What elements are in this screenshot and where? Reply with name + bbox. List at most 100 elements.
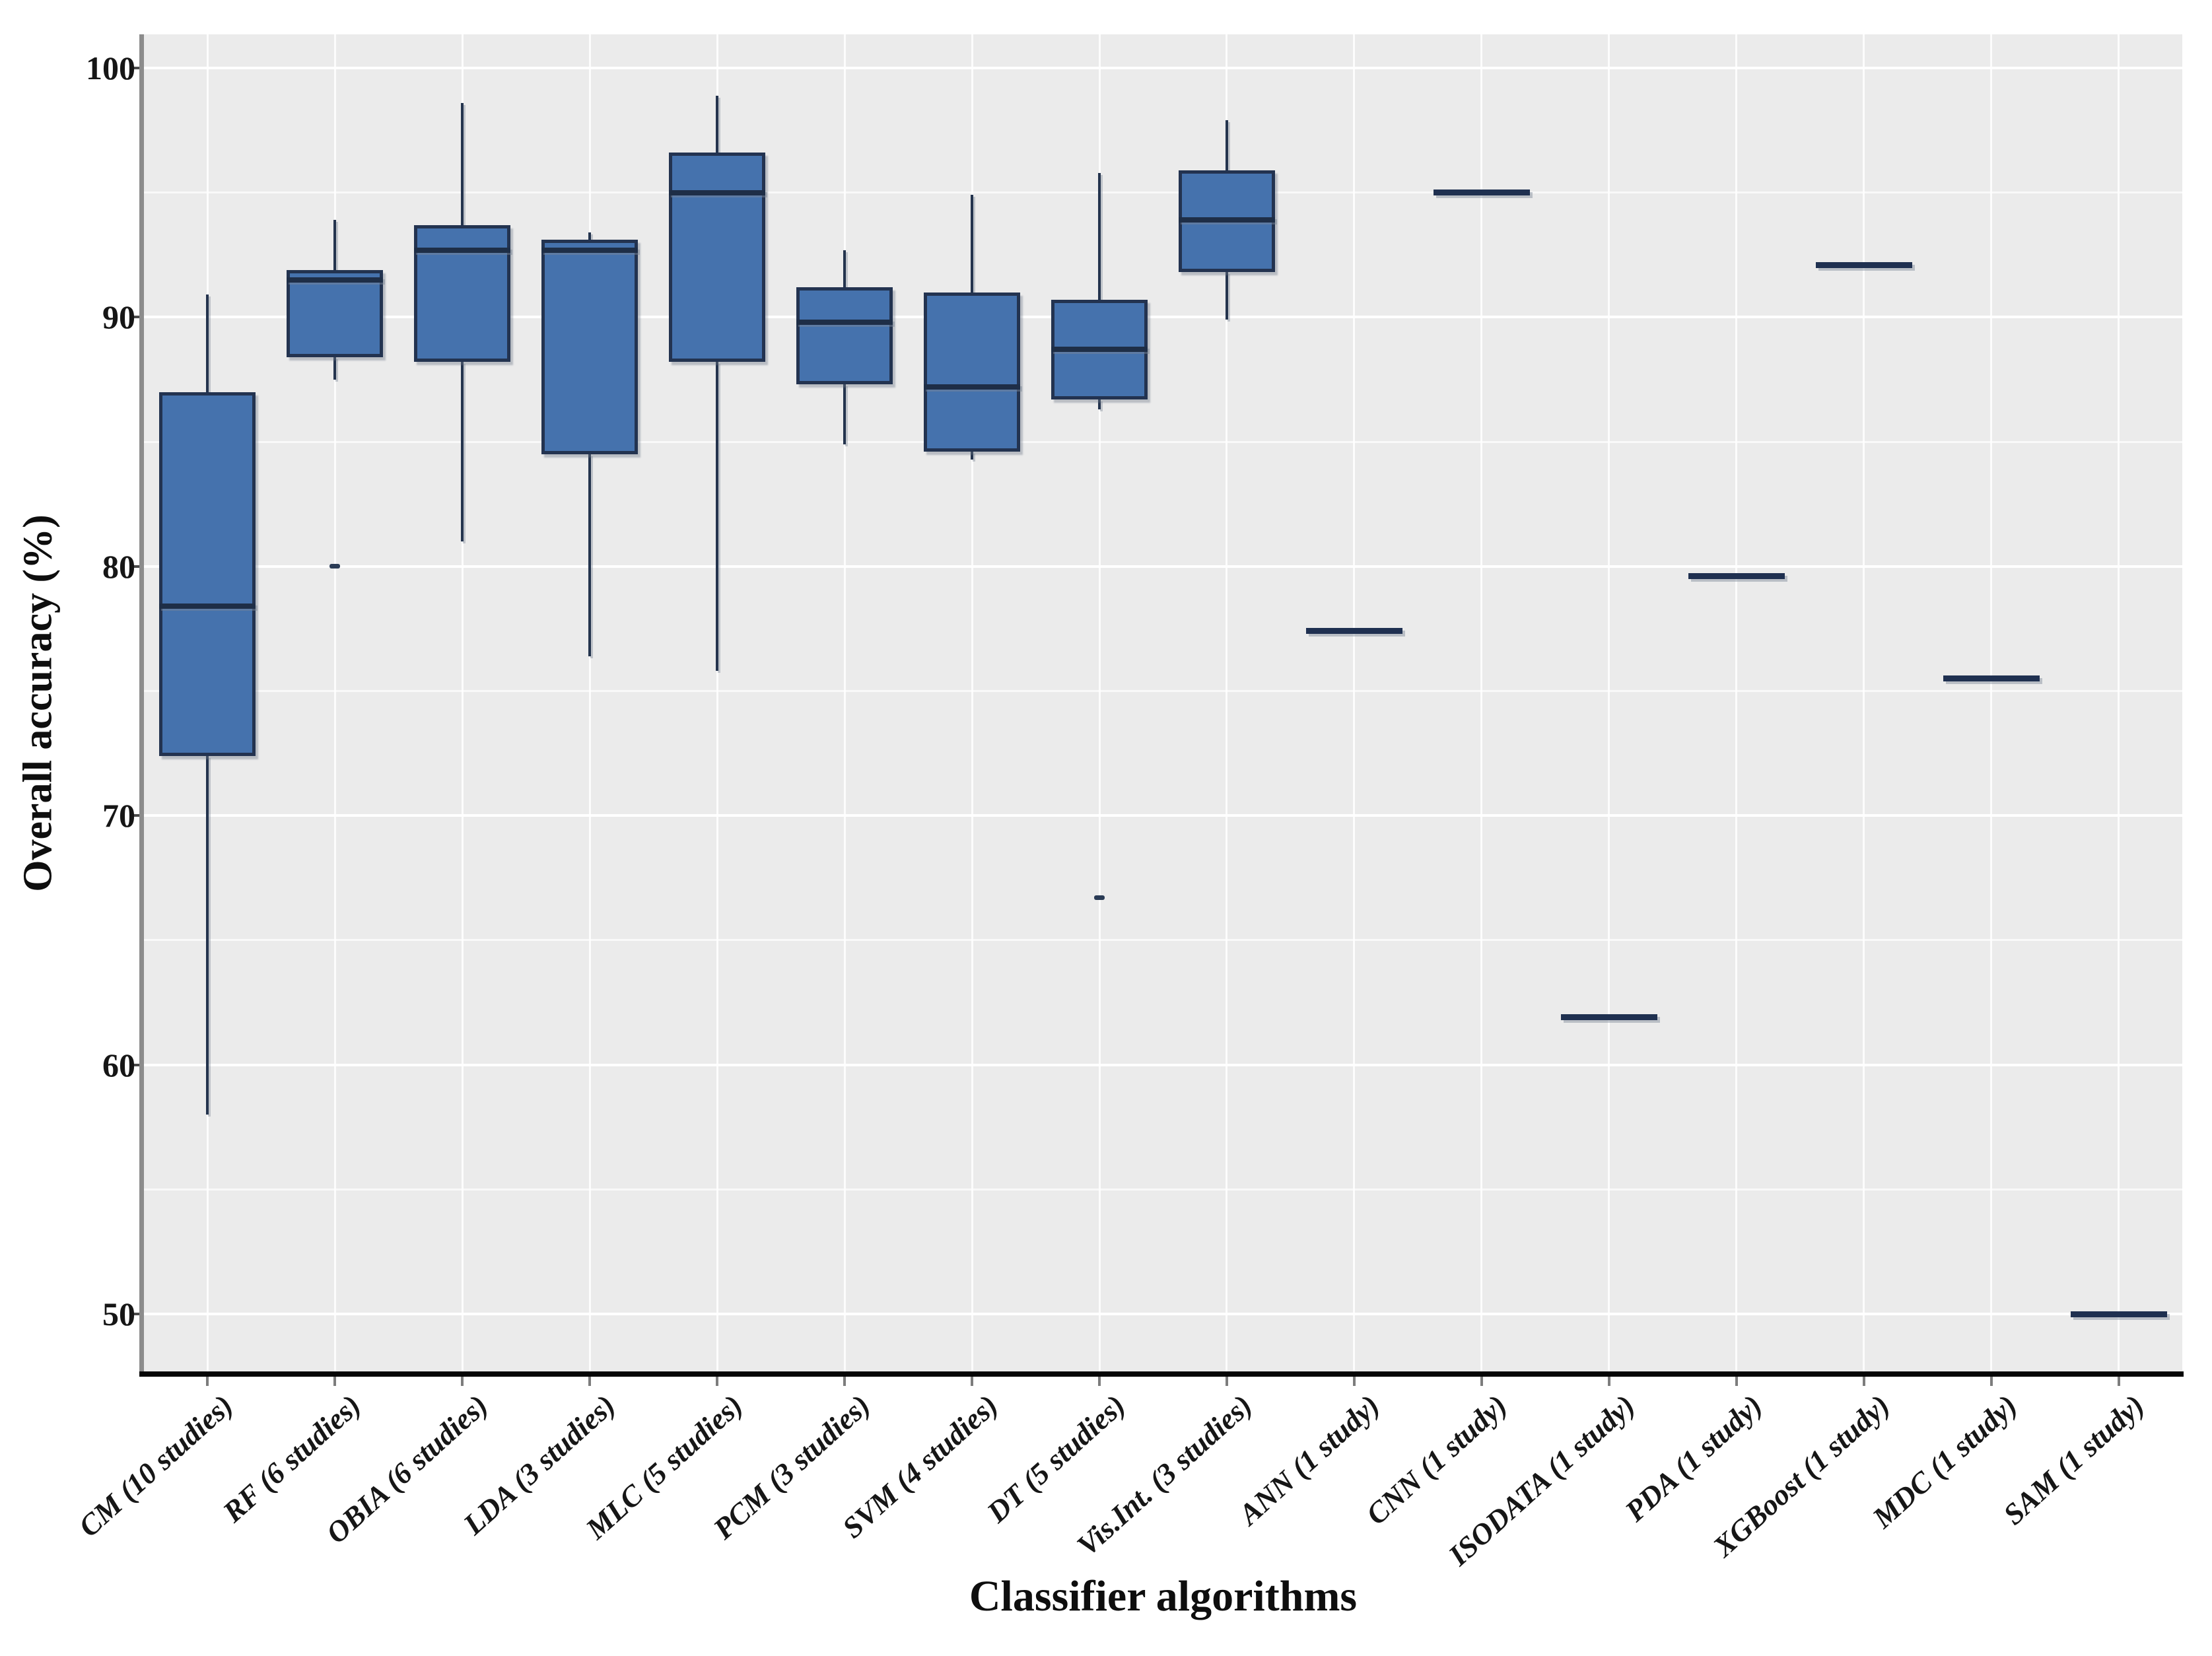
vertical-gridline xyxy=(1353,34,1356,1371)
major-gridline xyxy=(144,1313,2182,1315)
box-iqr xyxy=(159,392,256,756)
box-iqr xyxy=(287,269,384,357)
lower-whisker xyxy=(206,755,209,1115)
major-gridline xyxy=(144,67,2182,69)
lower-whisker xyxy=(588,454,592,656)
vertical-gridline xyxy=(1226,34,1228,1371)
x-tick-mark xyxy=(971,1377,974,1386)
x-tick-label: CM (10 studies) xyxy=(72,1388,240,1544)
y-axis-spine xyxy=(139,34,144,1371)
minor-gridline xyxy=(144,1188,2182,1190)
upper-whisker xyxy=(971,195,974,293)
y-tick-mark xyxy=(130,1063,139,1066)
x-tick-mark xyxy=(206,1377,209,1386)
y-tick-label: 80 xyxy=(102,547,135,585)
outlier-point xyxy=(1094,895,1105,901)
y-tick-mark xyxy=(130,1313,139,1315)
upper-whisker xyxy=(588,232,592,240)
x-tick-mark xyxy=(1989,1377,1993,1386)
x-tick-mark xyxy=(843,1377,847,1386)
minor-gridline xyxy=(144,440,2182,443)
single-study-line xyxy=(1688,573,1785,580)
upper-whisker xyxy=(206,294,209,392)
vertical-gridline xyxy=(1480,34,1483,1371)
single-study-line xyxy=(1943,675,2040,682)
upper-whisker xyxy=(461,102,464,225)
box-iqr xyxy=(669,153,766,362)
x-tick-mark xyxy=(1225,1377,1228,1386)
x-axis-spine xyxy=(139,1371,2184,1377)
x-tick-mark xyxy=(588,1377,592,1386)
x-tick-mark xyxy=(716,1377,719,1386)
box-iqr xyxy=(414,224,511,362)
box-iqr xyxy=(796,287,893,385)
x-tick-mark xyxy=(1607,1377,1610,1386)
x-tick-mark xyxy=(461,1377,464,1386)
median-line xyxy=(541,247,639,253)
median-line xyxy=(924,384,1021,390)
median-line xyxy=(414,247,511,253)
x-tick-mark xyxy=(1098,1377,1101,1386)
major-gridline xyxy=(144,814,2182,817)
y-tick-label: 50 xyxy=(102,1295,135,1332)
vertical-gridline xyxy=(716,34,718,1371)
single-study-line xyxy=(1815,261,1912,268)
lower-whisker xyxy=(716,362,719,672)
single-study-line xyxy=(1305,628,1402,635)
x-axis-title: Classifier algorithms xyxy=(969,1572,1358,1620)
y-axis-title: Overall accuracy (%) xyxy=(15,514,61,892)
upper-whisker xyxy=(843,250,847,288)
single-study-line xyxy=(1433,190,1530,196)
x-tick-mark xyxy=(333,1377,337,1386)
vertical-gridline xyxy=(971,34,973,1371)
x-tick-mark xyxy=(1352,1377,1356,1386)
vertical-gridline xyxy=(461,34,464,1371)
minor-gridline xyxy=(144,191,2182,194)
vertical-gridline xyxy=(1990,34,1993,1371)
y-tick-label: 60 xyxy=(102,1046,135,1084)
y-tick-label: 100 xyxy=(86,50,135,86)
y-tick-mark xyxy=(130,67,139,69)
minor-gridline xyxy=(144,939,2182,942)
y-tick-label: 90 xyxy=(102,298,135,336)
outlier-point xyxy=(329,564,341,569)
vertical-gridline xyxy=(588,34,591,1371)
x-tick-mark xyxy=(1735,1377,1738,1386)
minor-gridline xyxy=(144,690,2182,692)
y-tick-mark xyxy=(130,565,139,568)
x-tick-mark xyxy=(1862,1377,1865,1386)
box-iqr xyxy=(541,240,639,454)
median-line xyxy=(159,604,256,609)
upper-whisker xyxy=(1098,172,1101,300)
y-tick-label: 70 xyxy=(102,797,135,835)
vertical-gridline xyxy=(843,34,846,1371)
median-line xyxy=(287,277,384,283)
x-tick-mark xyxy=(2117,1377,2120,1386)
median-line xyxy=(1051,347,1148,353)
x-tick-mark xyxy=(1480,1377,1483,1386)
vertical-gridline xyxy=(1608,34,1610,1371)
lower-whisker xyxy=(1098,399,1101,410)
y-tick-mark xyxy=(130,316,139,319)
upper-whisker xyxy=(1225,120,1228,170)
major-gridline xyxy=(144,565,2182,568)
vertical-gridline xyxy=(2118,34,2120,1371)
lower-whisker xyxy=(461,362,464,542)
upper-whisker xyxy=(716,95,719,153)
median-line xyxy=(796,319,893,325)
vertical-gridline xyxy=(1863,34,1865,1371)
box-iqr xyxy=(924,292,1021,452)
lower-whisker xyxy=(1225,272,1228,320)
lower-whisker xyxy=(971,452,974,460)
y-tick-mark xyxy=(130,814,139,817)
single-study-line xyxy=(1560,1014,1657,1021)
vertical-gridline xyxy=(1735,34,1738,1371)
single-study-line xyxy=(2070,1311,2167,1317)
median-line xyxy=(669,190,766,195)
vertical-gridline xyxy=(333,34,336,1371)
upper-whisker xyxy=(333,220,337,270)
lower-whisker xyxy=(333,357,337,380)
median-line xyxy=(1178,217,1275,223)
major-gridline xyxy=(144,1063,2182,1066)
